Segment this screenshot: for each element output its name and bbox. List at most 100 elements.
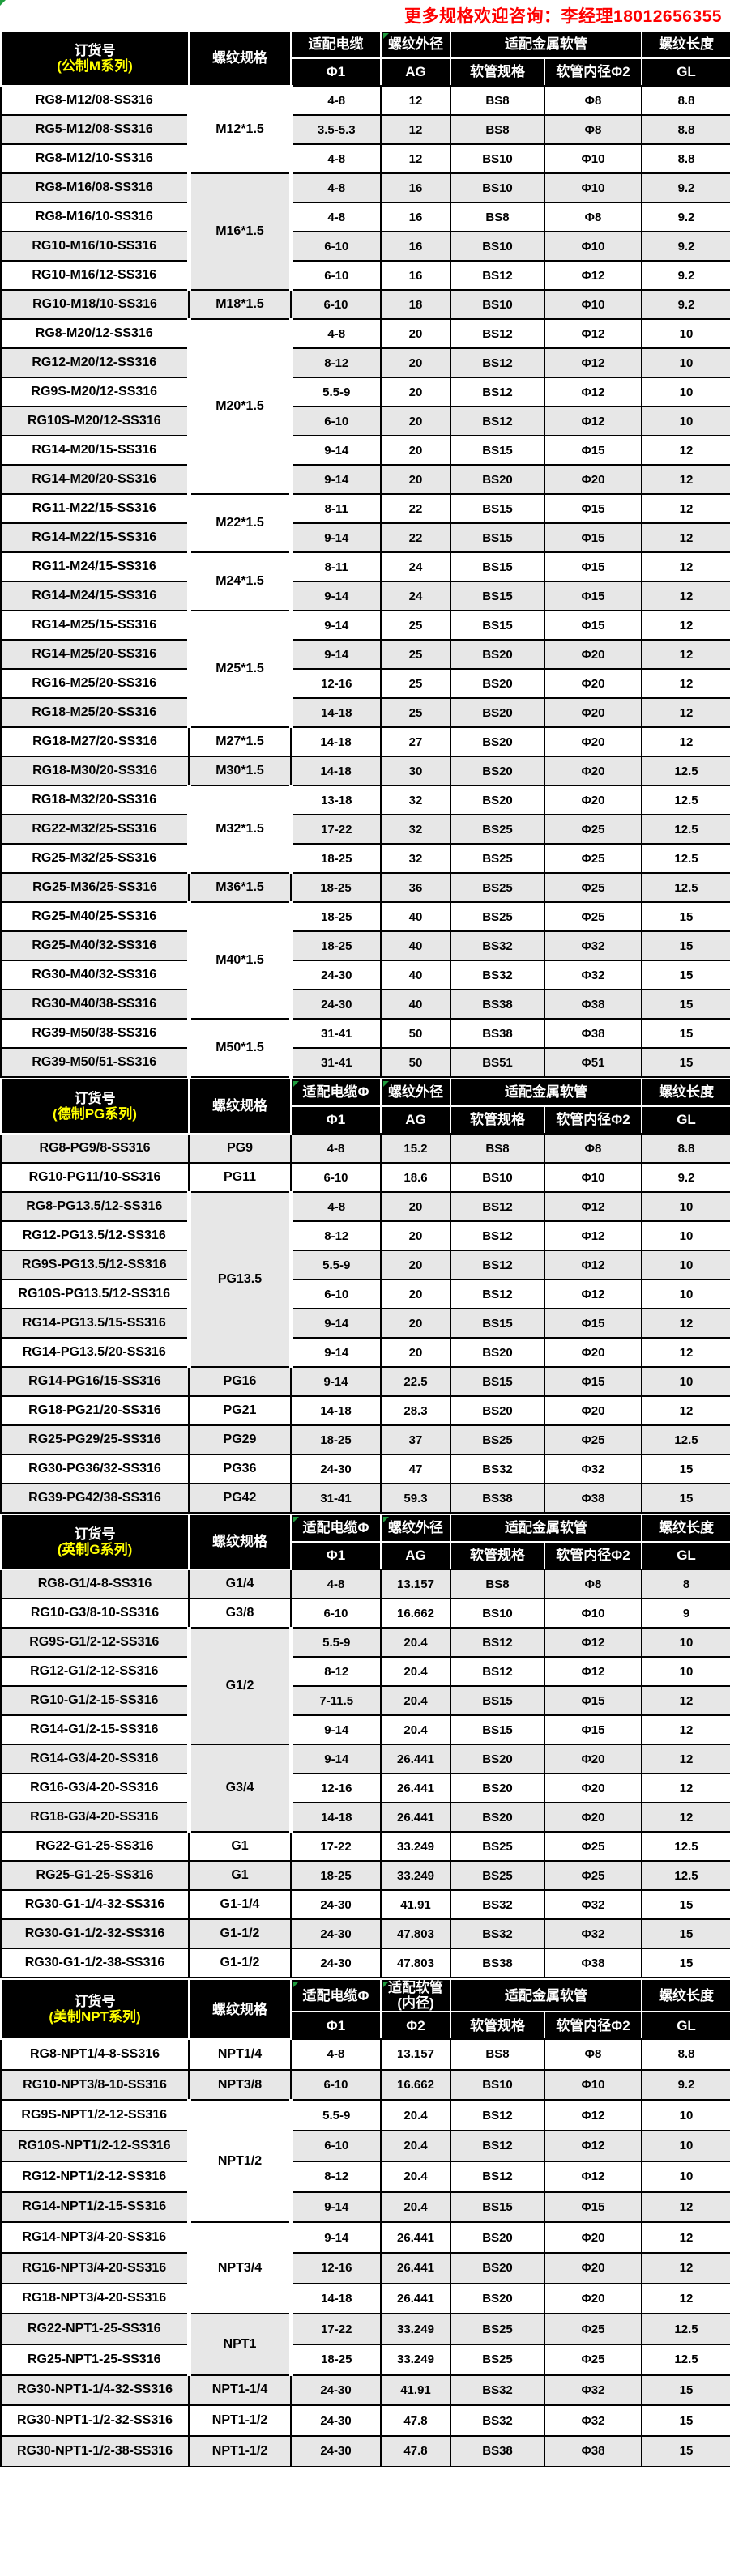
spec-sheet-page: 更多规格欢迎咨询：李经理18012656355 订货号 (公制M系列) 螺纹规格 适配… — [0, 0, 730, 2467]
table-row: RG12-NPT1/2-12-SS316 8-12 20.4 BS12 Φ12 10 — [0, 2160, 730, 2193]
table-row: RG18-NPT3/4-20-SS316 14-18 26.441 BS20 Φ20 12 — [0, 2282, 730, 2315]
cell-cable-range: 6-10 — [290, 406, 382, 436]
cell-thread-length: 9.2 — [641, 2068, 730, 2101]
cell-hose-id: Φ12 — [544, 1220, 642, 1251]
table-row: RG14-M25/15-SS316 M25*1.5 9-14 25 BS15 Φ15 12 — [0, 610, 730, 728]
section-body-pg: RG8-PG9/8-SS316 PG9 4-8 15.2 BS8 Φ8 8.8 RG10-PG… — [0, 1133, 730, 1514]
cell-thread-length: 12.5 — [641, 872, 730, 903]
cell-thread-length: 12.5 — [641, 756, 730, 786]
table-row: RG39-M50/38-SS316 M50*1.5 31-41 50 BS38 Φ38 15 — [0, 1018, 730, 1078]
cell-thread-od: 26.441 — [380, 2221, 451, 2254]
cell-thread-spec: M30*1.5 — [188, 756, 292, 786]
cell-cable-range: 9-14 — [290, 1714, 382, 1745]
header-hose-id: 软管内径Φ2 — [544, 1541, 642, 1570]
table-row: RG10-M18/10-SS316 M18*1.5 6-10 18 BS10 Φ10 9.2 — [0, 289, 730, 320]
cell-hose-id: Φ12 — [544, 377, 642, 407]
cell-thread-spec: PG9 — [188, 1133, 292, 1164]
cell-order-no: RG14-M20/15-SS316 — [0, 435, 190, 466]
table-row: RG8-M12/10-SS316 4-8 12 BS10 Φ10 8.8 — [0, 143, 730, 174]
cell-thread-length: 12 — [641, 464, 730, 495]
cell-hose-spec: BS20 — [450, 726, 545, 757]
cell-cable-range: 17-22 — [290, 1831, 382, 1862]
cell-thread-od: 26.441 — [380, 2251, 451, 2284]
cell-thread-length: 15 — [641, 1018, 730, 1049]
cell-thread-od: 20.4 — [380, 2160, 451, 2193]
table-row: RG25-NPT1-25-SS316 18-25 33.249 BS25 Φ25 12.5 — [0, 2343, 730, 2376]
cell-thread-od: 25 — [380, 668, 451, 699]
cell-thread-od: 47 — [380, 1454, 451, 1484]
table-row: RG22-G1-25-SS316 G1 17-22 33.249 BS25 Φ25 12.5 — [0, 1831, 730, 1862]
cell-cable-range: 9-14 — [290, 1744, 382, 1774]
cell-thread-od: 20 — [380, 1279, 451, 1309]
cell-order-no: RG39-M50/51-SS316 — [0, 1047, 190, 1078]
cell-thread-length: 12 — [641, 1802, 730, 1833]
section-table-npt-series: 订货号 (美制NPT系列) 螺纹规格 适配电缆Φ 适配软管 (内径) 适配金属软管 螺纹长度… — [0, 1978, 730, 2467]
cell-hose-id: Φ25 — [544, 2343, 642, 2376]
cell-order-no: RG10-NPT3/8-10-SS316 — [0, 2068, 190, 2101]
header-thread-od: 螺纹外径 — [380, 30, 451, 59]
cell-cable-range: 24-30 — [290, 2374, 382, 2407]
cell-hose-id: Φ20 — [544, 668, 642, 699]
cell-thread-od: 20 — [380, 1191, 451, 1222]
cell-order-no: RG14-PG13.5/20-SS316 — [0, 1337, 190, 1368]
cell-thread-od: 50 — [380, 1018, 451, 1049]
cell-thread-length: 10 — [641, 1250, 730, 1280]
cell-thread-length: 12 — [641, 1395, 730, 1426]
table-row: RG18-M32/20-SS316 M32*1.5 13-18 32 BS20 Φ20 12… — [0, 785, 730, 874]
cell-order-no: RG18-M27/20-SS316 — [0, 726, 190, 757]
cell-hose-id: Φ20 — [544, 1337, 642, 1368]
table-row: RG10-M16/10-SS316 6-10 16 BS10 Φ10 9.2 — [0, 231, 730, 262]
cell-hose-spec: BS15 — [450, 551, 545, 582]
table-row: RG12-G1/2-12-SS316 8-12 20.4 BS12 Φ12 10 — [0, 1656, 730, 1687]
table-row: RG14-M25/20-SS316 9-14 25 BS20 Φ20 12 — [0, 639, 730, 670]
cell-thread-length: 12 — [641, 1337, 730, 1368]
header-thread-spec: 螺纹规格 — [188, 1078, 292, 1135]
cell-hose-id: Φ8 — [544, 1133, 642, 1164]
cell-cable-range: 6-10 — [290, 1162, 382, 1193]
cell-order-no: RG25-M36/25-SS316 — [0, 872, 190, 903]
table-row: RG25-G1-25-SS316 G1 18-25 33.249 BS25 Φ25 12.5 — [0, 1860, 730, 1891]
cell-order-no: RG25-M32/25-SS316 — [0, 843, 190, 874]
header-order-no-title: 订货号 — [74, 1994, 116, 2009]
cell-order-no: RG8-M16/10-SS316 — [0, 202, 190, 232]
cell-hose-id: Φ10 — [544, 2068, 642, 2101]
table-row: RG39-M50/51-SS316 31-41 50 BS51 Φ51 15 — [0, 1047, 730, 1078]
table-row: RG9S-M20/12-SS316 5.5-9 20 BS12 Φ12 10 — [0, 377, 730, 407]
cell-thread-spec: PG11 — [188, 1162, 292, 1193]
cell-cable-range: 24-30 — [290, 989, 382, 1020]
cell-hose-spec: BS20 — [450, 1395, 545, 1426]
header-hose-spec: 软管规格 — [450, 57, 545, 87]
cell-thread-spec: M16*1.5 — [186, 172, 293, 291]
header-thread-od: 螺纹外径 — [380, 1078, 451, 1107]
cell-thread-od: 50 — [380, 1047, 451, 1078]
cell-hose-id: Φ25 — [544, 843, 642, 874]
header-od-symbol: AG — [380, 1541, 451, 1570]
table-row: RG18-G3/4-20-SS316 14-18 26.441 BS20 Φ20 12 — [0, 1802, 730, 1833]
cell-thread-od: 33.249 — [380, 1831, 451, 1862]
cell-thread-length: 10 — [641, 347, 730, 378]
cell-thread-spec: M27*1.5 — [188, 726, 292, 757]
cell-order-no: RG30-NPT1-1/4-32-SS316 — [0, 2374, 190, 2407]
cell-hose-spec: BS10 — [450, 289, 545, 320]
cell-order-no: RG11-M24/15-SS316 — [0, 551, 190, 582]
cell-cable-range: 9-14 — [290, 1308, 382, 1339]
cell-cable-range: 9-14 — [290, 2191, 382, 2224]
cell-hose-spec: BS12 — [450, 318, 545, 349]
cell-hose-id: Φ15 — [544, 435, 642, 466]
table-row: RG10-PG11/10-SS316 PG11 6-10 18.6 BS10 Φ10 9.2 — [0, 1162, 730, 1193]
cell-cable-range: 8-12 — [290, 1656, 382, 1687]
cell-thread-length: 10 — [641, 1191, 730, 1222]
section-body-g: RG8-G1/4-8-SS316 G1/4 4-8 13.157 BS8 Φ8 8 RG10-… — [0, 1569, 730, 1978]
cell-cable-range: 18-25 — [290, 843, 382, 874]
cell-thread-spec: NPT1/4 — [188, 2038, 292, 2071]
cell-hose-spec: BS32 — [450, 960, 545, 990]
cell-thread-spec: M36*1.5 — [188, 872, 292, 903]
cell-order-no: RG30-G1-1/2-38-SS316 — [0, 1948, 190, 1978]
cell-thread-length: 8 — [641, 1569, 730, 1599]
cell-thread-length: 12 — [641, 726, 730, 757]
table-row: RG14-M20/20-SS316 9-14 20 BS20 Φ20 12 — [0, 464, 730, 495]
table-row: RG10S-NPT1/2-12-SS316 6-10 20.4 BS12 Φ12 10 — [0, 2130, 730, 2162]
cell-hose-id: Φ15 — [544, 581, 642, 611]
table-row: RG18-PG21/20-SS316 PG21 14-18 28.3 BS20 Φ20 12 — [0, 1395, 730, 1426]
cell-hose-spec: BS10 — [450, 143, 545, 174]
